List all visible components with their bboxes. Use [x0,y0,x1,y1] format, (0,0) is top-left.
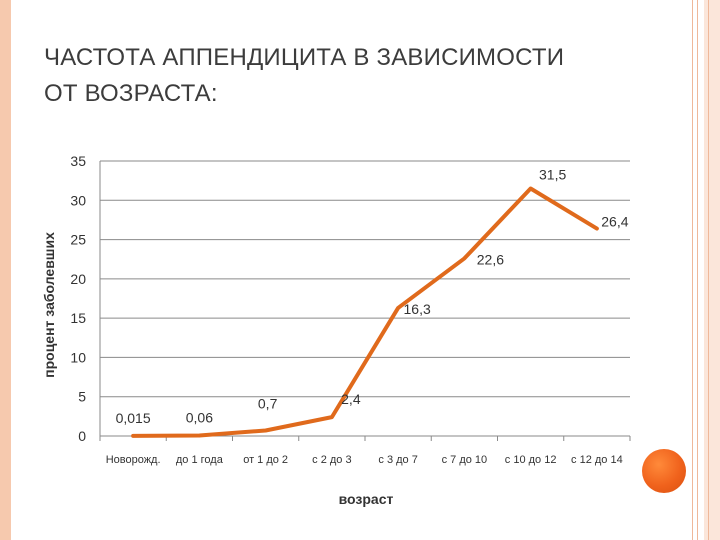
y-tick-label: 5 [78,389,86,405]
data-label: 16,3 [404,301,431,317]
right-frame-line [692,0,693,540]
data-label: 26,4 [601,214,628,230]
slide-title-line-2: ОТ ВОЗРАСТА: [44,80,218,107]
y-tick-labels: 0 5 10 15 20 25 30 35 [70,153,86,444]
x-tick-labels: Новорожд. до 1 года от 1 до 2 с 2 до 3 с 3 д… [106,454,623,466]
right-frame-line [708,0,709,540]
y-tick-label: 15 [70,310,86,326]
x-tick-label: от 1 до 2 [243,454,288,466]
data-label: 0,06 [186,410,213,426]
slide-title-line-1: ЧАСТОТА АППЕНДИЦИТА В ЗАВИСИМОСТИ [44,44,565,71]
y-tick-label: 25 [70,232,86,248]
gridlines [99,160,631,441]
series-line-path [131,186,599,438]
y-axis-title: процент заболевших [41,232,57,378]
data-label: 22,6 [477,251,504,267]
series-line [131,186,599,438]
y-tick-label: 0 [78,428,86,444]
y-tick-label: 20 [70,271,86,287]
x-tick-label: с 2 до 3 [312,454,351,466]
left-decorative-stripe [0,0,11,540]
x-tick-label: Новорожд. [106,454,161,466]
data-label: 31,5 [539,167,566,183]
y-tick-label: 10 [70,349,86,365]
x-tick-label: с 3 до 7 [378,454,417,466]
x-tick-label: с 7 до 10 [442,454,488,466]
y-tick-label: 35 [70,153,86,169]
y-tick-label: 30 [70,192,86,208]
data-label: 0,7 [258,396,278,412]
x-tick-label: с 10 до 12 [505,454,557,466]
x-tick-label: до 1 года [176,454,224,466]
x-axis-title: возраст [339,491,394,507]
right-frame-line [697,0,698,540]
slide-title: ЧАСТОТА АППЕНДИЦИТА В ЗАВИСИМОСТИ ОТ ВОЗ… [44,40,644,112]
data-label: 0,015 [116,410,151,426]
x-tick-label: с 12 до 14 [571,454,623,466]
data-label: 2,4 [341,391,361,407]
data-labels: 0,015 0,06 0,7 2,4 16,3 22,6 31,5 26,4 [116,167,629,426]
decorative-orange-circle [642,449,686,493]
